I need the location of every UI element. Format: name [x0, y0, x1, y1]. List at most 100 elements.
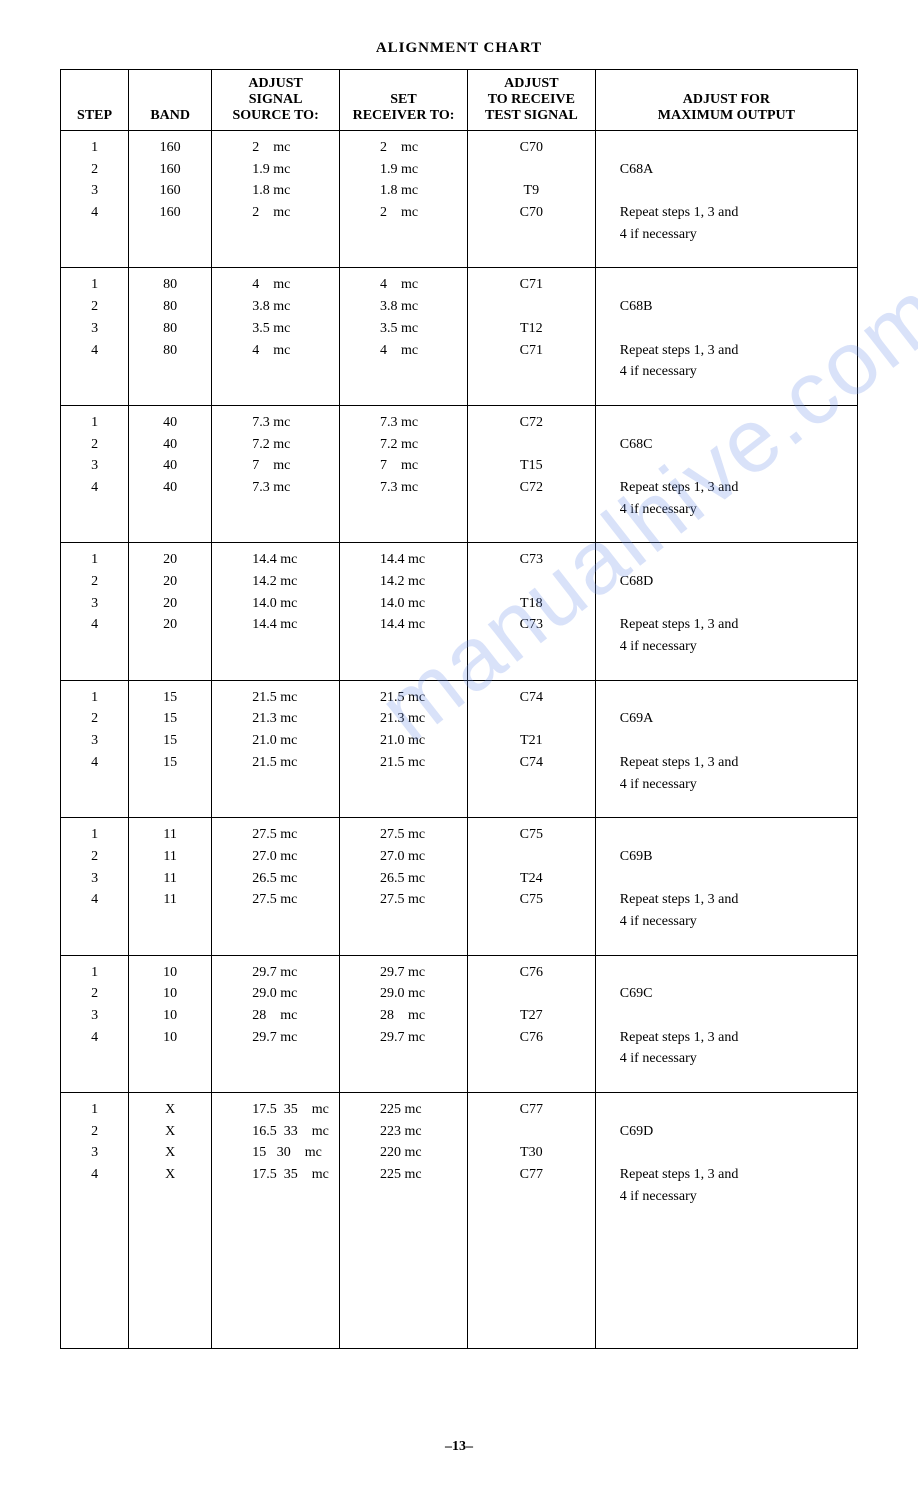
- cell-recv-value: 14.4 mc: [350, 614, 457, 636]
- cell-recv: 2 mc1.9 mc1.8 mc2 mc: [340, 131, 468, 268]
- cell-adjust-value: C73: [478, 549, 585, 571]
- cell-signals-value: 21.5 mc: [222, 687, 329, 709]
- cell-steps-value: 2: [71, 1121, 118, 1143]
- cell-signals: 2 mc1.9 mc1.8 mc2 mc: [212, 131, 340, 268]
- cell-recv-value: 21.5 mc: [350, 687, 457, 709]
- cell-signals-value: 14.4 mc: [222, 549, 329, 571]
- cell-recv-value: 14.0 mc: [350, 593, 457, 615]
- table-row: 12341111111127.5 mc27.0 mc26.5 mc27.5 mc…: [61, 818, 858, 955]
- cell-adjust-value: [478, 571, 585, 593]
- cell-bands-value: 10: [139, 1005, 201, 1027]
- cell-signals-value: 27.5 mc: [222, 889, 329, 911]
- cell-bands-value: 40: [139, 477, 201, 499]
- cell-adjust-value: [478, 983, 585, 1005]
- cell-signals: 14.4 mc14.2 mc14.0 mc14.4 mc: [212, 543, 340, 680]
- cell-bands-value: 80: [139, 318, 201, 340]
- cell-steps-value: 1: [71, 549, 118, 571]
- cell-steps-value: 3: [71, 455, 118, 477]
- cell-bands: 10101010: [129, 955, 212, 1092]
- cell-output: C69C Repeat steps 1, 3 and4 if necessary: [595, 955, 857, 1092]
- cell-bands-value: X: [139, 1142, 201, 1164]
- cell-bands: 20202020: [129, 543, 212, 680]
- cell-adjust-value: C71: [478, 274, 585, 296]
- cell-steps-value: 2: [71, 434, 118, 456]
- cell-recv-value: 27.5 mc: [350, 889, 457, 911]
- cell-adjust: C75 T24C75: [467, 818, 595, 955]
- cell-adjust-value: C70: [478, 137, 585, 159]
- cell-adjust: C74 T21C74: [467, 680, 595, 817]
- cell-output-value: C68C: [606, 434, 847, 456]
- cell-output: C69A Repeat steps 1, 3 and4 if necessary: [595, 680, 857, 817]
- cell-signals-value: 1.8 mc: [222, 180, 329, 202]
- cell-bands-value: X: [139, 1121, 201, 1143]
- cell-output-value: [606, 1099, 847, 1121]
- cell-steps-value: 1: [71, 137, 118, 159]
- alignment-table: STEP BAND ADJUSTSIGNALSOURCE TO: SETRECE…: [60, 69, 858, 1349]
- cell-output-value: 4 if necessary: [606, 774, 847, 796]
- cell-output-value: Repeat steps 1, 3 and: [606, 752, 847, 774]
- cell-recv: 21.5 mc21.3 mc21.0 mc21.5 mc: [340, 680, 468, 817]
- cell-recv-value: 1.8 mc: [350, 180, 457, 202]
- cell-adjust-value: C72: [478, 477, 585, 499]
- cell-steps-value: 4: [71, 202, 118, 224]
- cell-output-value: 4 if necessary: [606, 224, 847, 246]
- cell-bands-value: 10: [139, 983, 201, 1005]
- cell-bands-value: 20: [139, 571, 201, 593]
- col-receiver: SETRECEIVER TO:: [340, 70, 468, 131]
- cell-recv-value: 28 mc: [350, 1005, 457, 1027]
- cell-output-value: 4 if necessary: [606, 911, 847, 933]
- cell-bands-value: 10: [139, 1027, 201, 1049]
- table-row: 12341010101029.7 mc29.0 mc28 mc29.7 mc29…: [61, 955, 858, 1092]
- cell-bands-value: 80: [139, 274, 201, 296]
- cell-signals-value: 1.9 mc: [222, 159, 329, 181]
- cell-steps-value: 3: [71, 593, 118, 615]
- cell-bands-value: 160: [139, 202, 201, 224]
- col-step: STEP: [61, 70, 129, 131]
- cell-signals-value: 15 30 mc: [222, 1142, 329, 1164]
- cell-bands-value: 40: [139, 412, 201, 434]
- cell-bands: XXXX: [129, 1093, 212, 1348]
- cell-steps: 1234: [61, 268, 129, 405]
- cell-bands-value: 20: [139, 593, 201, 615]
- cell-adjust-value: [478, 846, 585, 868]
- cell-steps-value: 2: [71, 159, 118, 181]
- cell-output-value: Repeat steps 1, 3 and: [606, 889, 847, 911]
- cell-output-value: 4 if necessary: [606, 499, 847, 521]
- cell-steps-value: 2: [71, 708, 118, 730]
- cell-output-value: 4 if necessary: [606, 636, 847, 658]
- cell-signals-value: 7.3 mc: [222, 477, 329, 499]
- table-row: 12341601601601602 mc1.9 mc1.8 mc2 mc2 mc…: [61, 131, 858, 268]
- cell-bands-value: 11: [139, 846, 201, 868]
- cell-output-value: 4 if necessary: [606, 1048, 847, 1070]
- cell-steps-value: 2: [71, 846, 118, 868]
- table-row: 12341515151521.5 mc21.3 mc21.0 mc21.5 mc…: [61, 680, 858, 817]
- cell-adjust-value: C77: [478, 1164, 585, 1186]
- cell-output-value: [606, 962, 847, 984]
- cell-bands: 160160160160: [129, 131, 212, 268]
- cell-signals: 21.5 mc21.3 mc21.0 mc21.5 mc: [212, 680, 340, 817]
- cell-recv-value: 2 mc: [350, 137, 457, 159]
- cell-signals-value: 3.8 mc: [222, 296, 329, 318]
- cell-recv-value: 223 mc: [350, 1121, 457, 1143]
- cell-signals: 29.7 mc29.0 mc28 mc29.7 mc: [212, 955, 340, 1092]
- cell-steps-value: 1: [71, 412, 118, 434]
- cell-output-value: [606, 180, 847, 202]
- cell-signals-value: 28 mc: [222, 1005, 329, 1027]
- cell-steps: 1234: [61, 131, 129, 268]
- page-number: –13–: [60, 1439, 858, 1455]
- cell-signals-value: 21.0 mc: [222, 730, 329, 752]
- cell-steps: 1234: [61, 1093, 129, 1348]
- cell-signals: 7.3 mc7.2 mc7 mc7.3 mc: [212, 405, 340, 542]
- cell-steps-value: 1: [71, 274, 118, 296]
- cell-output-value: [606, 824, 847, 846]
- cell-output-value: Repeat steps 1, 3 and: [606, 477, 847, 499]
- cell-bands-value: 11: [139, 868, 201, 890]
- cell-output: C69D Repeat steps 1, 3 and4 if necessary: [595, 1093, 857, 1348]
- cell-adjust-value: T12: [478, 318, 585, 340]
- cell-recv-value: 7.3 mc: [350, 477, 457, 499]
- cell-bands-value: 20: [139, 614, 201, 636]
- cell-signals-value: 21.5 mc: [222, 752, 329, 774]
- cell-bands-value: 160: [139, 159, 201, 181]
- cell-output: C69B Repeat steps 1, 3 and4 if necessary: [595, 818, 857, 955]
- cell-adjust-value: C71: [478, 340, 585, 362]
